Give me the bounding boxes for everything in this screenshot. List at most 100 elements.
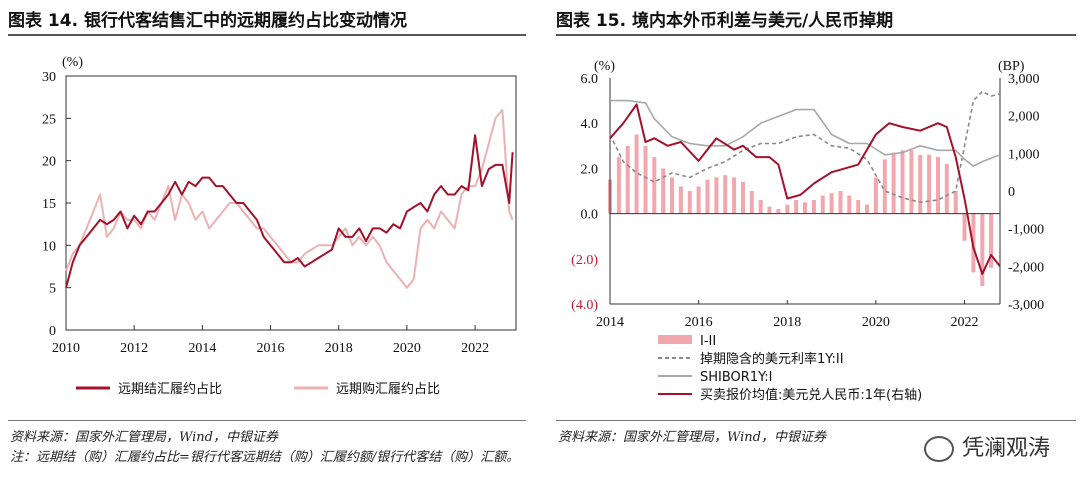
right-bar — [767, 206, 772, 214]
right-source-text: 资料来源：国家外汇管理局，Wind，中银证券 — [558, 430, 826, 445]
left-panel: 图表 14. 银行代客结售汇中的远期履约占比变动情况 (%) 0 5 10 15 20 25… — [0, 0, 530, 496]
right-legend-swatch-bars — [658, 335, 692, 344]
right-chart: (%) (BP) (4.0) (2.0) 0.0 2.0 4.0 6.0 -3,000 -2,00… — [571, 59, 1044, 403]
left-note-text: 注：远期结（购）汇履约占比=银行代客远期结（购）汇履约额/银行代客结（购）汇额。 — [10, 450, 520, 465]
right-bar — [670, 177, 674, 214]
right-xtick-label: 2016 — [685, 315, 713, 330]
left-title-rule — [8, 34, 526, 36]
right-series-line-2 — [609, 103, 1001, 275]
right-bar — [732, 177, 737, 214]
left-series-line-1 — [65, 108, 514, 289]
watermark: 凭澜观涛 — [923, 430, 1050, 462]
right-source-rule — [556, 420, 1076, 421]
right-panel: 图表 15. 境内本外币利差与美元/人民币掉期 (%) (BP) (4.0) (2.0… — [548, 0, 1080, 496]
right-bar — [803, 202, 807, 214]
left-plot-frame — [65, 75, 517, 331]
right-bar — [900, 150, 905, 214]
right-left-ytick-label: 0.0 — [581, 208, 599, 223]
right-bar — [776, 209, 781, 214]
right-right-ytick-label: -1,000 — [1008, 223, 1044, 238]
right-bar — [856, 200, 861, 214]
right-left-ytick-label: (4.0) — [571, 298, 598, 313]
right-xtick-label: 2020 — [862, 315, 890, 330]
left-xtick-label: 2020 — [393, 341, 421, 356]
left-legend-label-0: 远期结汇履约占比 — [118, 382, 222, 397]
left-ytick-label: 30 — [42, 70, 56, 85]
right-left-ytick-label: (2.0) — [571, 253, 598, 268]
right-bar — [696, 186, 701, 214]
left-legend-label-1: 远期购汇履约占比 — [336, 381, 440, 397]
right-right-ytick-label: 2,000 — [1008, 110, 1040, 125]
left-xtick-label: 2014 — [188, 341, 216, 356]
left-series-line-0 — [65, 134, 514, 288]
right-bar — [909, 150, 914, 214]
right-bar — [714, 177, 719, 214]
right-right-ytick-label: -2,000 — [1008, 260, 1044, 275]
right-bar — [936, 157, 940, 214]
right-bar — [962, 213, 967, 241]
left-ytick-label: 20 — [42, 155, 56, 170]
right-bar — [829, 193, 834, 214]
right-bar — [838, 191, 843, 214]
right-bar — [865, 204, 869, 214]
right-xtick-label: 2022 — [951, 315, 979, 330]
right-bar — [652, 157, 657, 214]
right-legend-label-bars: I-II — [700, 334, 716, 349]
right-bar — [891, 152, 896, 214]
right-bar — [741, 182, 745, 214]
wechat-icon — [923, 436, 954, 462]
right-bar — [927, 154, 932, 214]
right-bar — [794, 200, 799, 214]
right-bar — [820, 195, 825, 214]
right-bar — [687, 191, 692, 214]
right-bar — [873, 177, 878, 214]
left-source-text: 资料来源：国家外汇管理局，Wind，中银证券 — [10, 430, 278, 445]
right-bar — [625, 145, 630, 214]
right-title-rule — [556, 34, 1076, 36]
right-bar — [643, 145, 648, 214]
right-right-ytick-label: 0 — [1008, 185, 1015, 200]
left-xtick-label: 2012 — [120, 341, 148, 356]
right-bar — [980, 213, 985, 286]
right-xtick-label: 2018 — [773, 315, 801, 330]
left-ytick-label: 10 — [42, 239, 56, 254]
right-left-ytick-label: 6.0 — [581, 72, 599, 87]
right-series-line-1 — [610, 99, 1001, 167]
left-source-rule — [8, 420, 526, 421]
right-right-ytick-label: 1,000 — [1008, 147, 1040, 162]
right-bar — [882, 159, 887, 214]
right-bar — [811, 200, 816, 214]
left-ytick-label: 15 — [42, 197, 56, 212]
left-xtick-label: 2016 — [257, 341, 285, 356]
right-xtick-label: 2014 — [596, 315, 624, 330]
right-right-unit-label: (BP) — [998, 59, 1025, 74]
right-bar — [989, 213, 994, 268]
right-right-ytick-label: 3,000 — [1008, 72, 1040, 87]
right-bar — [758, 200, 763, 214]
right-bar — [918, 154, 923, 214]
right-left-ytick-label: 4.0 — [581, 117, 599, 132]
right-chart-title: 图表 15. 境内本外币利差与美元/人民币掉期 — [556, 11, 894, 31]
right-bar — [723, 175, 728, 214]
right-right-ytick-label: -3,000 — [1008, 298, 1044, 313]
right-left-ytick-label: 2.0 — [581, 162, 599, 177]
right-bar — [616, 157, 621, 214]
left-chart-title: 图表 14. 银行代客结售汇中的远期履约占比变动情况 — [8, 11, 407, 31]
right-bar — [634, 134, 639, 214]
right-legend-label-0: 掉期隐含的美元利率1Y:II — [700, 351, 844, 367]
right-bar — [749, 191, 754, 214]
left-unit-label: (%) — [62, 55, 83, 70]
left-xtick-label: 2018 — [325, 341, 353, 356]
left-xtick-label: 2010 — [52, 341, 80, 356]
right-legend-label-1: SHIBOR1Y:I — [700, 370, 773, 385]
right-bar — [678, 186, 683, 214]
left-chart: (%) 0 5 10 15 20 25 30 2010 2012 2014 2016 2018 2020 2… — [42, 55, 517, 397]
right-series-line-0 — [609, 90, 1001, 204]
right-bar — [661, 168, 666, 214]
watermark-text: 凭澜观涛 — [961, 436, 1050, 461]
right-bar — [953, 191, 958, 214]
left-ytick-label: 25 — [42, 112, 56, 127]
right-bar — [705, 179, 710, 214]
right-bar — [944, 163, 949, 214]
right-legend-label-2: 买卖报价均值:美元兑人民币:1年(右轴) — [700, 387, 922, 403]
